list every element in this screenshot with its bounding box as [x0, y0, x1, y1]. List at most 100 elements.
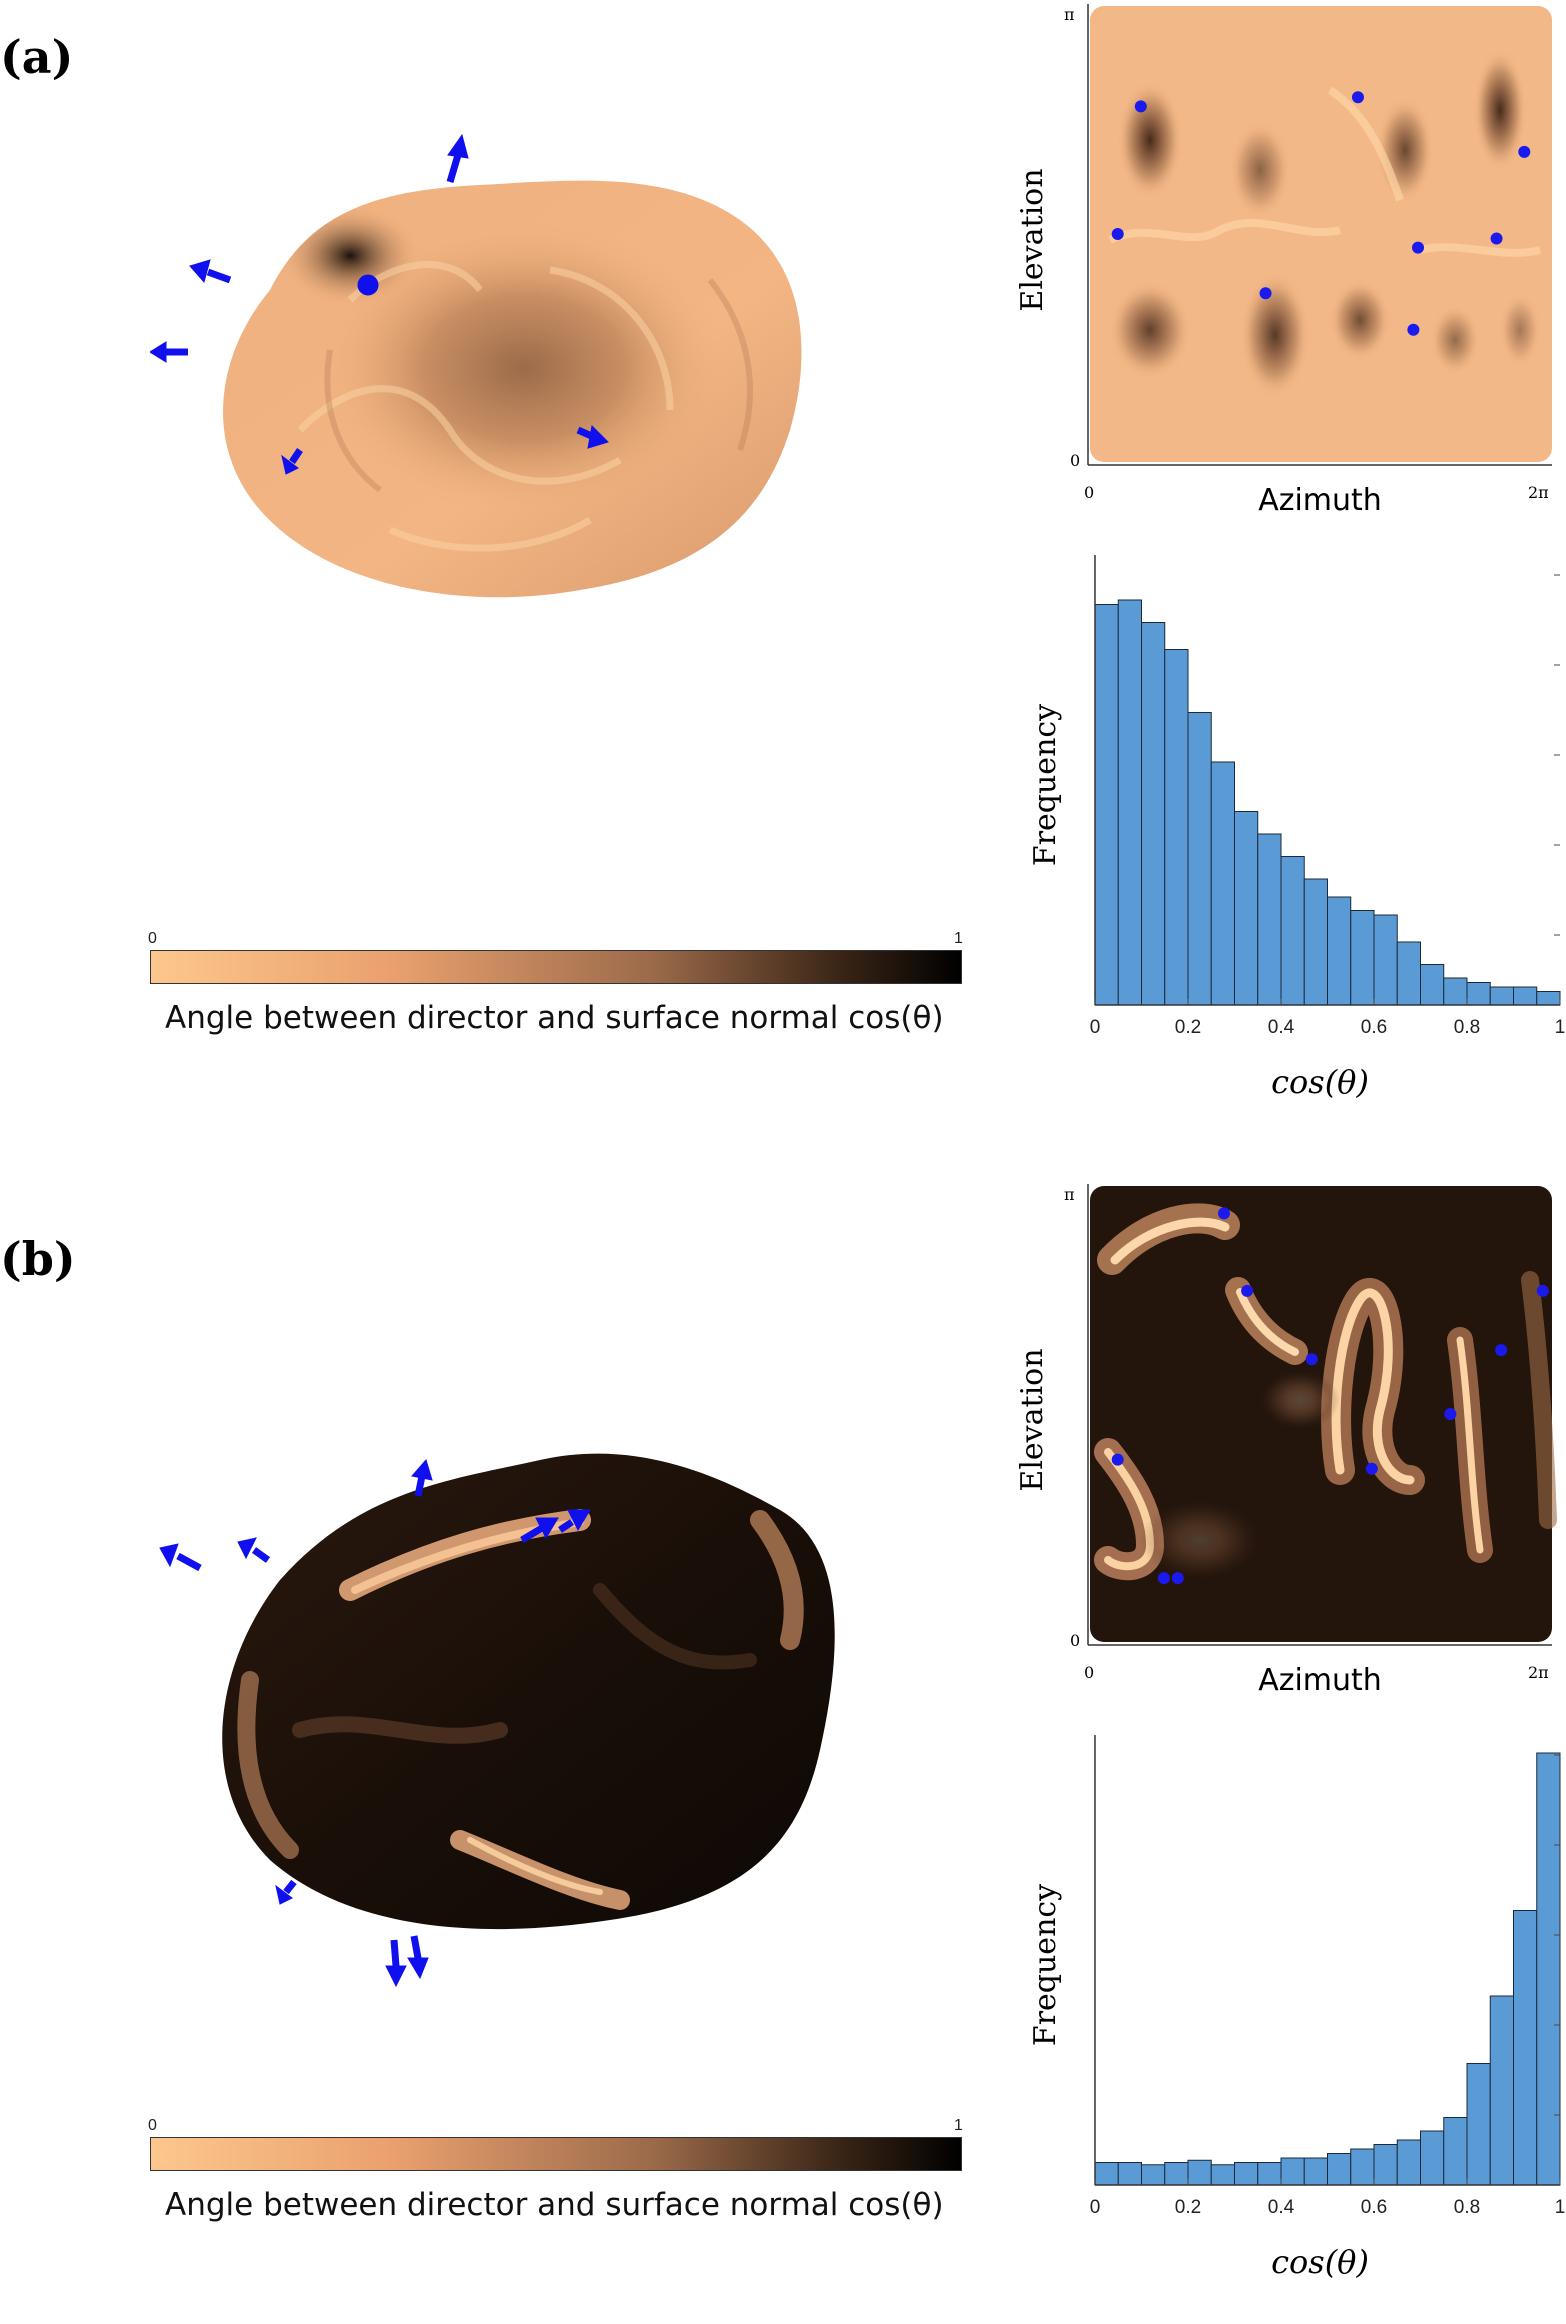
histogram-bar [1257, 833, 1282, 1006]
defect-arrows [159, 1458, 591, 1988]
x-tick-label: 0.6 [1361, 2197, 1387, 2218]
histogram-bar [1327, 896, 1352, 1006]
defect-dot [1157, 1572, 1170, 1585]
histogram-bar [1280, 2157, 1305, 2186]
histogram-bar [1536, 1752, 1561, 2186]
histogram-bar [1536, 991, 1561, 1006]
defect-dot [1111, 228, 1124, 240]
histogram-bar [1141, 2164, 1166, 2186]
x-tick-zero: 0 [1084, 1663, 1094, 1682]
histogram-bar [1466, 982, 1491, 1006]
angle-map: π 0 0 2π Azimuth Elevation [1015, 1184, 1557, 1698]
defect-dot [1490, 232, 1503, 245]
histogram-bar [1443, 2117, 1468, 2186]
defect-markers [1111, 91, 1531, 336]
map-x-label: Azimuth [1258, 1663, 1382, 1698]
x-tick-label: 0.8 [1454, 1017, 1480, 1038]
map-x-label: Azimuth [1258, 483, 1382, 518]
histogram: 0 0.2 0.4 0.6 0.8 1 Frequency cos(θ) [1028, 1735, 1565, 2281]
histogram-bar [1420, 964, 1445, 1006]
x-tick-2pi: 2π [1528, 1663, 1549, 1682]
hist-x-label: cos(θ) [1271, 2243, 1369, 2281]
histogram-bar [1234, 811, 1259, 1006]
histogram-bar [1513, 1910, 1538, 2186]
surface-render [159, 1453, 835, 1988]
x-tick-label: 1 [1555, 1017, 1566, 1038]
hist-y-label: Frequency [1028, 1884, 1063, 2046]
defect-markers [1111, 1207, 1549, 1585]
histogram-bar [1187, 712, 1212, 1006]
panel-label: (a) [0, 30, 74, 84]
surface-render [150, 133, 802, 598]
histogram-bar [1117, 599, 1142, 1006]
x-tick-2pi: 2π [1528, 483, 1549, 502]
defect-dot [1407, 323, 1420, 336]
defect-dot [1351, 91, 1364, 104]
histogram-bar [1350, 910, 1375, 1006]
x-tick-zero: 0 [1084, 483, 1094, 502]
histogram-bar [1396, 2139, 1421, 2186]
histogram-bar [1513, 986, 1538, 1006]
map-y-label: Elevation [1015, 168, 1050, 311]
colorbar-gradient [150, 950, 962, 984]
histogram-bar [1373, 914, 1398, 1006]
colorbar-min-tick: 0 [148, 2117, 157, 2134]
panel-label: (b) [0, 1232, 76, 1286]
defect-dot [1305, 1353, 1318, 1366]
colorbar-caption: Angle between director and surface norma… [165, 2187, 944, 2223]
defect-dot [1536, 1284, 1549, 1297]
histogram-bar [1443, 977, 1468, 1006]
panel-b: (b) [0, 1180, 1566, 2324]
defect-dot [1241, 1284, 1254, 1297]
defect-dot [1259, 287, 1272, 300]
defect-dot [1412, 241, 1425, 254]
histogram-bar [1141, 622, 1166, 1006]
histogram-bar [1489, 1995, 1514, 2186]
defect-dot [1518, 145, 1531, 158]
hist-y-label: Frequency [1028, 704, 1063, 866]
histogram-bar [1303, 878, 1328, 1006]
histogram-bar [1420, 2130, 1445, 2186]
y-tick-pi: π [1064, 5, 1075, 24]
y-tick-pi: π [1064, 1185, 1075, 1204]
histogram-bar [1094, 604, 1119, 1006]
histogram-bar [1373, 2144, 1398, 2186]
colorbar-max-tick: 1 [954, 930, 963, 947]
defect-dot [1111, 1453, 1124, 1466]
y-tick-zero: 0 [1070, 1631, 1080, 1650]
histogram-bar [1280, 856, 1305, 1006]
panel-a: (a) [0, 0, 1566, 1144]
x-tick-label: 0 [1090, 1017, 1101, 1038]
histogram-bar [1210, 2164, 1235, 2186]
histogram-bar [1466, 2063, 1491, 2186]
histogram-bars [1094, 599, 1561, 1006]
colorbar-min-tick: 0 [148, 930, 157, 947]
histogram-bar [1327, 2153, 1352, 2186]
x-tick-label: 0 [1090, 2197, 1101, 2218]
defect-dot [1444, 1408, 1457, 1420]
histogram-bar [1117, 2162, 1142, 2186]
histogram-bar [1396, 941, 1421, 1006]
histogram-bar [1164, 649, 1189, 1006]
histogram: 0 0.2 0.4 0.6 0.8 1 Frequency cos(θ) [1028, 555, 1566, 1101]
x-tick-label: 0.2 [1175, 1017, 1201, 1038]
histogram-bar [1164, 2162, 1189, 2186]
colorbar-max-tick: 1 [954, 2117, 963, 2134]
histogram-bar [1094, 2162, 1119, 2186]
defect-dot [1365, 1462, 1378, 1475]
histogram-bar [1187, 2159, 1212, 2186]
histogram-bar [1489, 986, 1514, 1006]
x-tick-label: 0.2 [1175, 2197, 1201, 2218]
defect-dot [1171, 1572, 1184, 1585]
map-y-label: Elevation [1015, 1348, 1050, 1491]
colorbar-caption: Angle between director and surface norma… [165, 1000, 944, 1036]
histogram-bar [1303, 2157, 1328, 2186]
x-tick-label: 0.6 [1361, 1017, 1387, 1038]
x-tick-label: 0.4 [1268, 2197, 1295, 2218]
defect-dot [1134, 100, 1147, 113]
histogram-bars [1094, 1752, 1561, 2186]
histogram-bar [1350, 2148, 1375, 2186]
histogram-bar [1210, 761, 1235, 1006]
colorbar-gradient [150, 2137, 962, 2171]
defect-arrows [150, 133, 609, 475]
